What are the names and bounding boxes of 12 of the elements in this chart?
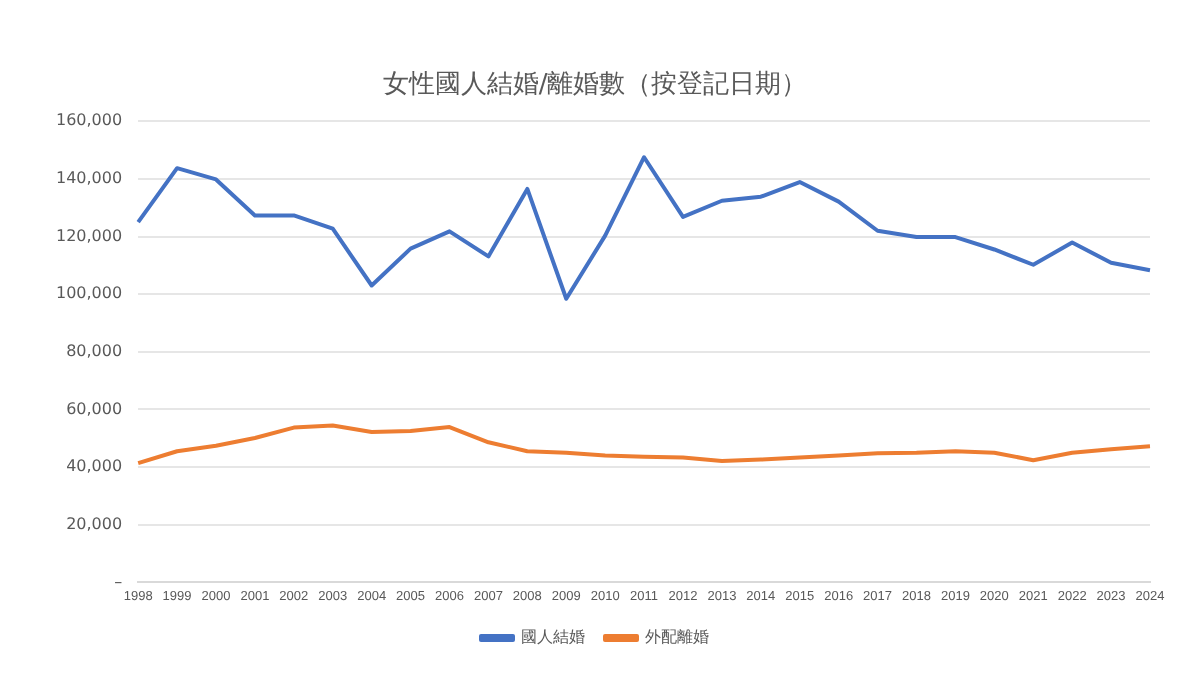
y-tick-label: 80,000: [66, 341, 123, 360]
y-tick-label: 20,000: [66, 514, 123, 533]
y-tick-label: 40,000: [66, 457, 123, 476]
legend-label: 國人結婚: [521, 628, 585, 647]
chart-title: 女性國人結婚/離婚數（按登記日期）: [382, 70, 808, 101]
y-tick-label: 120,000: [55, 226, 123, 245]
y-tick-label: 160,000: [55, 111, 123, 130]
y-tick-label: 100,000: [55, 284, 123, 303]
y-tick-label: 140,000: [55, 169, 123, 188]
legend-label: 外配離婚: [645, 628, 709, 647]
y-tick-label: –: [114, 572, 123, 591]
y-tick-label: 60,000: [66, 399, 123, 418]
